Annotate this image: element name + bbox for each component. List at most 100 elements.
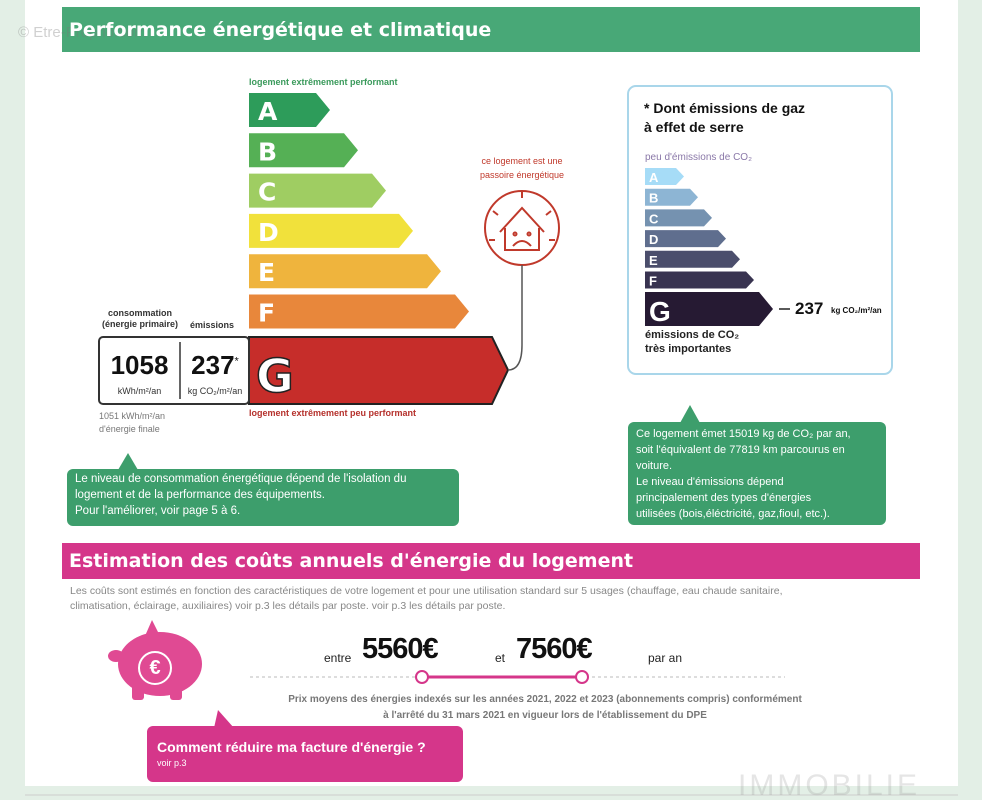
ghg-letter: E: [649, 253, 658, 268]
class-letter: A: [258, 97, 278, 126]
bottom-label: logement extrêmement peu performant: [249, 408, 417, 418]
line: Les coûts sont estimés en fonction des c…: [70, 585, 783, 597]
callout-pointer: [680, 405, 700, 423]
emissions-label: émissions: [190, 320, 235, 330]
class-arrow: [249, 93, 330, 127]
class-letter: C: [258, 178, 276, 207]
label-line: (énergie primaire): [101, 318, 179, 329]
costs-header-bg: [62, 543, 920, 579]
ghg-letter: C: [649, 211, 659, 226]
ghg-arrow: [645, 188, 698, 206]
energy-callout: Le niveau de consommation énergétique dé…: [67, 469, 459, 526]
coin: [138, 651, 172, 685]
ghg-letter: A: [649, 170, 659, 185]
line: passoire énergétique: [479, 170, 565, 180]
ghg-arrow: [645, 292, 773, 326]
class-letter: B: [258, 137, 277, 166]
class-letter: G: [256, 349, 294, 403]
callout-pointer: [214, 710, 234, 728]
class-arrow: [249, 213, 413, 248]
period: par an: [648, 651, 683, 665]
ghg-title: * Dont émissions de gaz à effet de serre: [644, 99, 805, 137]
icon-symbol: €: [149, 657, 161, 679]
sieve-icon: [484, 190, 560, 266]
ghg-callout: Ce logement émet 15019 kg de CO₂ par an,…: [628, 422, 886, 525]
class-letter: F: [258, 299, 275, 328]
ghg-top-label: peu d'émissions de CO₂: [645, 152, 752, 163]
ghg-letter: D: [649, 232, 658, 247]
piggy-icon: [108, 620, 202, 700]
class-arrow: [249, 133, 358, 168]
top-label: logement extrêmement performant: [249, 77, 398, 87]
min-cost: 5560€: [362, 633, 439, 665]
costs-description: Les coûts sont estimés en fonction des c…: [70, 584, 783, 614]
consumption-value: 1058: [110, 350, 169, 380]
watermark: IMMOBILIE: [738, 769, 921, 800]
ghg-letter: F: [649, 274, 657, 289]
ghg-bottom-label: émissions de CO₂ très importantes: [645, 328, 739, 356]
line: ce logement est une: [481, 156, 563, 166]
class-letter: D: [258, 218, 279, 247]
consumption-box: [98, 336, 250, 405]
line: Ce logement émet 15019 kg de CO₂ par an,: [636, 428, 851, 440]
section-title: Performance énergétique et climatique: [69, 18, 492, 41]
ghg-arrow: [645, 230, 726, 248]
ghg-letter: B: [649, 191, 658, 206]
line: 1051 kWh/m²/an: [99, 411, 166, 421]
max-cost: 7560€: [516, 633, 593, 665]
energy-header-bg: [62, 7, 920, 52]
line: soit l'équivalent de 77819 km parcourus …: [636, 444, 845, 456]
callout-pointer: [118, 453, 138, 470]
line: Pour l'améliorer, voir page 5 à 6.: [75, 505, 241, 517]
costs-note: Prix moyens des énergies indexés sur les…: [240, 692, 850, 724]
line: à effet de serre: [644, 119, 744, 135]
class-arrow: [249, 254, 441, 289]
line: à l'arrêté du 31 mars 2021 en vigueur lo…: [383, 710, 707, 721]
sieve-note: ce logement est une passoire énergétique: [462, 154, 582, 182]
consumption-label: consommation (énergie primaire): [100, 308, 180, 330]
line: très importantes: [645, 343, 732, 355]
line: Prix moyens des énergies indexés sur les…: [288, 694, 802, 705]
connector: [507, 265, 523, 371]
class-arrow: [249, 173, 386, 208]
asterisk: *: [234, 355, 239, 368]
callout-link: voir p.3: [157, 758, 187, 768]
range-max: [575, 670, 589, 684]
ghg-arrow: [645, 168, 684, 185]
line: émissions de CO₂: [645, 329, 740, 341]
ghg-unit: kg CO₂/m²/an: [831, 306, 882, 315]
line: voiture.: [636, 460, 673, 472]
line: d'énergie finale: [99, 424, 160, 434]
line: * Dont émissions de gaz: [644, 100, 806, 116]
line: Le niveau de consommation énergétique dé…: [75, 473, 407, 485]
label-line: consommation: [107, 308, 172, 318]
line: principalement des types d'énergies: [636, 492, 812, 504]
ghg-arrow: [645, 271, 754, 289]
ghg-value: 237: [795, 299, 824, 318]
class-letter: E: [258, 258, 275, 287]
class-arrow: [249, 294, 469, 329]
watermark: © Etre-Proprio.com: [18, 24, 147, 41]
emissions-unit: kg CO₂/m²/an: [187, 386, 243, 396]
final-energy: 1051 kWh/m²/an d'énergie finale: [99, 410, 165, 436]
consumption-unit: kWh/m²/an: [117, 386, 162, 396]
and-label: et: [495, 651, 506, 665]
section-title: Estimation des coûts annuels d'énergie d…: [69, 550, 634, 572]
line: climatisation, éclairage, auxiliaires) v…: [70, 600, 506, 612]
from-label: entre: [324, 651, 352, 665]
line: utilisées (bois,éléctricité, gaz,fioul, …: [636, 508, 830, 520]
emissions-value: 237*: [181, 350, 249, 381]
costs-callout-bg: [147, 726, 463, 782]
callout-title: Comment réduire ma facture d'énergie ?: [157, 739, 426, 755]
value: 237: [191, 350, 235, 380]
ghg-letter: G: [649, 296, 671, 327]
line: logement et de la performance des équipe…: [75, 489, 325, 501]
line: Le niveau d'émissions dépend: [636, 476, 784, 488]
ghg-arrow: [645, 209, 712, 227]
range-min: [415, 670, 429, 684]
ghg-arrow: [645, 250, 740, 268]
